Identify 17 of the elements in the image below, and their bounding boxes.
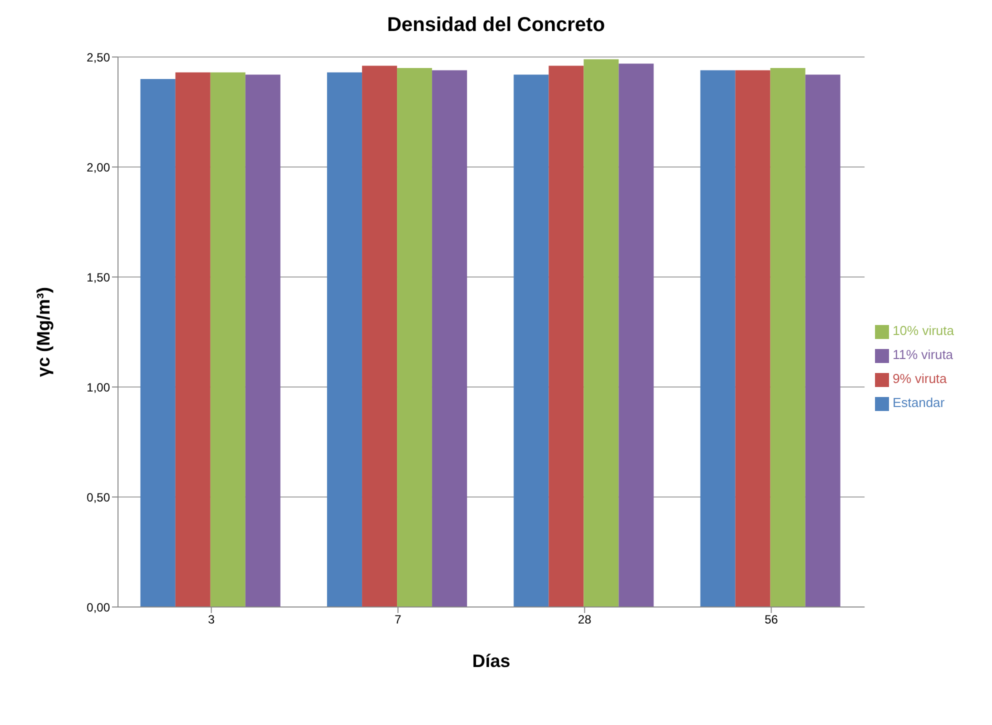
legend-label: 9% viruta bbox=[892, 371, 947, 386]
x-tick-label: 56 bbox=[764, 612, 778, 627]
y-tick-label: 2,00 bbox=[86, 160, 110, 174]
y-tick-label: 0,00 bbox=[86, 600, 110, 614]
legend-label: 11% viruta bbox=[892, 347, 954, 362]
chart-title: Densidad del Concreto bbox=[386, 14, 606, 37]
y-tick-label: 0,50 bbox=[86, 490, 110, 504]
legend-label: 10% viruta bbox=[892, 323, 954, 338]
y-tick-label: 1,50 bbox=[86, 270, 110, 284]
y-axis-title: γc (Mg/m³) bbox=[33, 286, 54, 377]
legend-label: Estandar bbox=[892, 395, 945, 410]
x-axis-title: Días bbox=[472, 651, 510, 671]
x-tick-label: 3 bbox=[208, 612, 215, 627]
y-tick-label: 1,00 bbox=[86, 380, 110, 394]
x-tick-label: 28 bbox=[578, 612, 592, 627]
y-tick-label: 2,50 bbox=[86, 50, 110, 64]
x-tick-label: 7 bbox=[394, 612, 402, 627]
